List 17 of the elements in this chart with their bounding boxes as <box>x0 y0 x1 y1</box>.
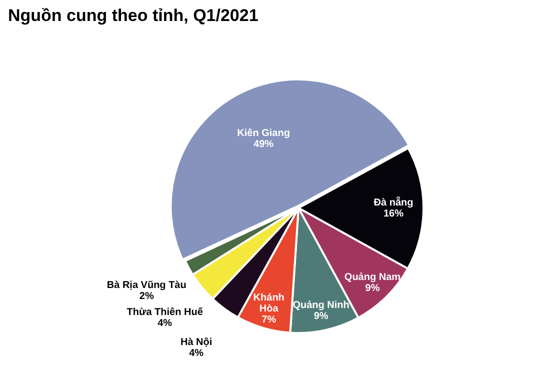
slice-label: Hà Nội <box>180 336 212 348</box>
slice-label: Quảng Nam <box>344 272 401 283</box>
data-label: 7% <box>262 314 276 326</box>
slice-label: Thừa Thiên Huế <box>126 307 204 318</box>
data-label: 4% <box>158 318 172 330</box>
data-label: 49% <box>254 139 274 150</box>
slice-label: Quảng Ninh <box>292 300 350 311</box>
data-label: 4% <box>189 348 204 359</box>
data-label: 9% <box>314 310 328 322</box>
slice-label: Đà nẵng <box>374 196 414 209</box>
data-label: 16% <box>383 208 404 220</box>
slice-label: Khánh Hòa <box>253 292 284 314</box>
data-label: 2% <box>139 291 154 302</box>
slice-label: Bà Rịa Vũng Tàu <box>106 280 186 292</box>
data-label: 9% <box>365 282 380 294</box>
chart-title: Nguồn cung theo tỉnh, Q1/2021 <box>8 6 258 26</box>
slice-label: Kiên Giang <box>237 128 290 140</box>
